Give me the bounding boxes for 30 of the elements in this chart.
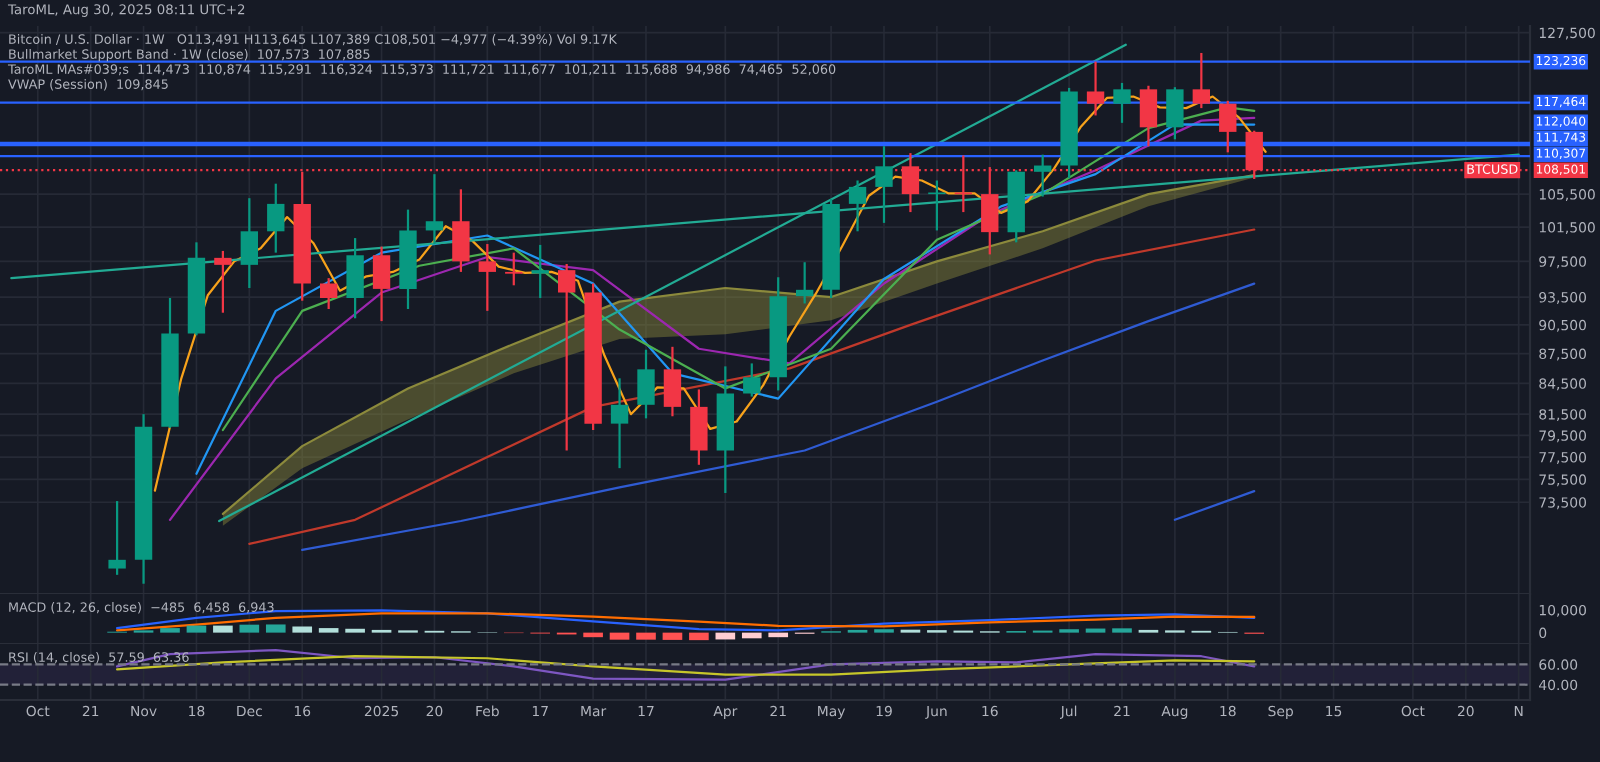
candlestick (875, 145, 893, 224)
candlestick (848, 179, 867, 233)
candlestick (1166, 86, 1184, 141)
candlestick (795, 261, 814, 305)
candlestick (610, 377, 629, 470)
candlestick (531, 243, 549, 300)
candlestick (108, 499, 126, 576)
candlestick (1086, 60, 1105, 117)
candlestick (690, 388, 708, 466)
candlestick (1139, 84, 1158, 148)
line-series (248, 228, 1256, 545)
candlestick (557, 262, 576, 452)
candlestick (637, 348, 655, 420)
candlestick (346, 236, 364, 320)
candlestick (319, 277, 338, 311)
candlestick (1033, 153, 1052, 198)
candlestick (663, 345, 682, 418)
candlestick (214, 249, 232, 314)
candlestick (478, 242, 497, 312)
candlestick (1192, 51, 1211, 110)
candlestick (452, 188, 470, 274)
candlestick (425, 173, 444, 246)
candlestick (372, 245, 391, 323)
line-series (301, 282, 1256, 552)
candlestick (1219, 99, 1237, 154)
candlestick (1113, 81, 1131, 124)
candlestick (743, 362, 761, 398)
candlestick (267, 182, 285, 254)
candlestick (505, 251, 523, 287)
candlestick (240, 197, 259, 290)
